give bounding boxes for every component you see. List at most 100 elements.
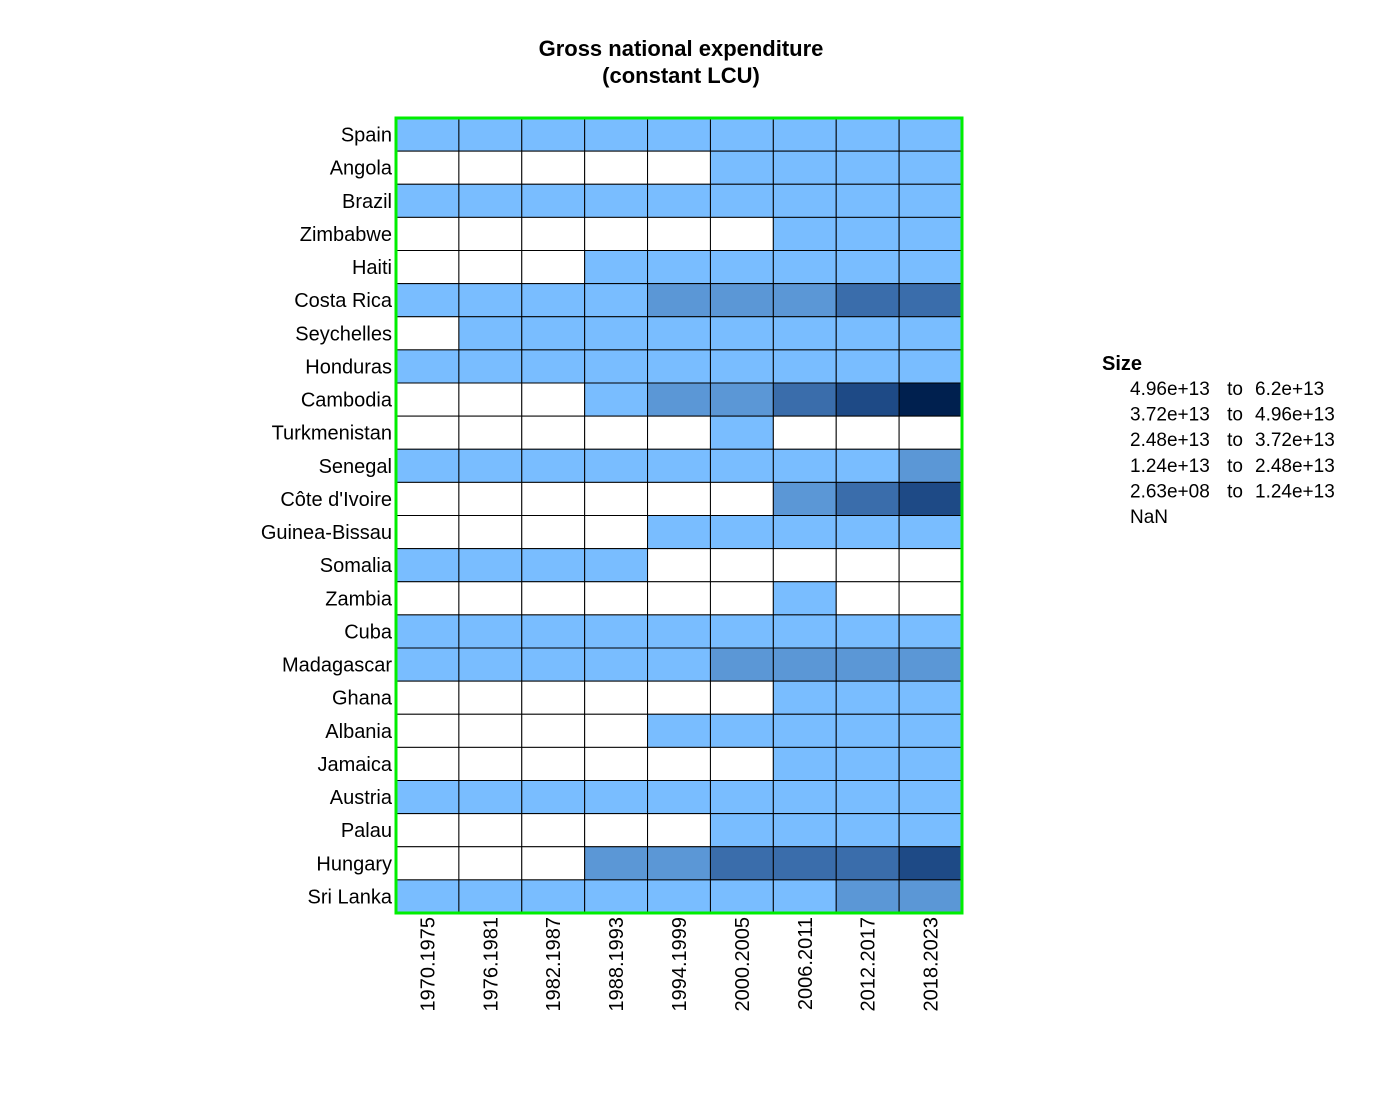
heatmap-cell (709, 813, 774, 848)
heatmap-cell (835, 382, 900, 417)
heatmap-cell (458, 448, 523, 483)
heatmap-cell (709, 382, 774, 417)
heatmap-cell (772, 448, 837, 483)
legend-item-sep: to (1227, 430, 1243, 451)
heatmap-cell (521, 150, 586, 185)
chart-title-line2: (constant LCU) (602, 63, 760, 88)
row-label: Cuba (344, 621, 393, 643)
row-label: Turkmenistan (272, 423, 392, 445)
heatmap-cell (458, 216, 523, 251)
column-label: 1976.1981 (480, 917, 502, 1012)
heatmap-cell (835, 415, 900, 450)
heatmap-cell (395, 283, 460, 318)
heatmap-cell (709, 481, 774, 516)
heatmap-cell (584, 548, 649, 583)
heatmap-cell (835, 150, 900, 185)
heatmap-cell (395, 150, 460, 185)
legend-item-low: NaN (1130, 507, 1168, 528)
heatmap-cell (898, 515, 963, 550)
legend: Size 4.96e+13 to 6.2e+133.72e+13 to 4.96e+13… (1102, 353, 1335, 528)
heatmap-cell (772, 647, 837, 682)
row-label: Zimbabwe (300, 224, 392, 246)
heatmap-cell (772, 481, 837, 516)
heatmap-cell (835, 548, 900, 583)
heatmap-cell (584, 415, 649, 450)
heatmap-cell (584, 713, 649, 748)
legend-item-low: 2.48e+13 (1130, 430, 1210, 451)
row-label: Zambia (325, 588, 393, 610)
heatmap-cell (458, 746, 523, 781)
heatmap-cell (458, 780, 523, 815)
heatmap-cell (835, 813, 900, 848)
heatmap-cell (584, 879, 649, 914)
heatmap-cell (584, 283, 649, 318)
heatmap-cell (835, 713, 900, 748)
heatmap-cell (709, 283, 774, 318)
heatmap-cell (458, 250, 523, 285)
row-label: Côte d'Ivoire (280, 489, 392, 511)
heatmap-cell (395, 448, 460, 483)
heatmap-cell (772, 813, 837, 848)
heatmap-cell (521, 382, 586, 417)
heatmap-cell (709, 879, 774, 914)
heatmap-cell (584, 746, 649, 781)
heatmap-cell (835, 581, 900, 616)
heatmap-cell (584, 647, 649, 682)
row-label: Hungary (316, 853, 392, 875)
heatmap-cell (584, 614, 649, 649)
heatmap-cell (647, 647, 711, 682)
heatmap-cell (584, 680, 649, 715)
heatmap-cell (898, 349, 963, 384)
heatmap-cell (898, 382, 963, 417)
heatmap-cell (709, 448, 774, 483)
heatmap-cell (584, 150, 649, 185)
legend-item-low: 3.72e+13 (1130, 405, 1210, 426)
heatmap-cell (458, 415, 523, 450)
legend-item-sep: to (1227, 379, 1243, 400)
heatmap-cell (709, 316, 774, 351)
heatmap-cell (835, 846, 900, 881)
heatmap-cell (458, 680, 523, 715)
legend-item-low: 1.24e+13 (1130, 456, 1210, 477)
heatmap-cell (835, 250, 900, 285)
heatmap-cell (395, 813, 460, 848)
row-label: Cambodia (301, 390, 393, 412)
heatmap-cell (835, 183, 900, 218)
heatmap-cell (458, 183, 523, 218)
heatmap-cell (647, 680, 711, 715)
legend-item-low: 4.96e+13 (1130, 379, 1210, 400)
heatmap-cell (521, 349, 586, 384)
legend-item: 2.48e+13 to 3.72e+13 (1130, 430, 1335, 451)
heatmap-cell (835, 680, 900, 715)
heatmap-cell (584, 349, 649, 384)
heatmap-cell (709, 746, 774, 781)
heatmap-cell (898, 415, 963, 450)
row-label: Ghana (332, 688, 393, 710)
heatmap-cell (647, 448, 711, 483)
heatmap-cell (772, 548, 837, 583)
heatmap-cell (584, 846, 649, 881)
heatmap-cell (835, 349, 900, 384)
heatmap-cell (521, 415, 586, 450)
heatmap-cell (772, 150, 837, 185)
heatmap-cell (772, 117, 837, 152)
heatmap-cell (395, 415, 460, 450)
column-label: 2000.2005 (732, 917, 754, 1012)
heatmap-cell (458, 117, 523, 152)
row-label: Austria (330, 787, 393, 809)
heatmap-cell (521, 250, 586, 285)
column-label: 2006.2011 (795, 917, 817, 1010)
legend-item-sep: to (1227, 481, 1243, 502)
heatmap-cell (521, 680, 586, 715)
heatmap-cell (835, 515, 900, 550)
heatmap-cell (521, 283, 586, 318)
heatmap-cell (395, 548, 460, 583)
heatmap-cell (521, 183, 586, 218)
row-label: Guinea-Bissau (261, 522, 392, 544)
heatmap-cell (709, 581, 774, 616)
legend-item: 4.96e+13 to 6.2e+13 (1130, 379, 1324, 400)
heatmap-cell (395, 349, 460, 384)
heatmap-cell (835, 879, 900, 914)
heatmap-cell (647, 813, 711, 848)
